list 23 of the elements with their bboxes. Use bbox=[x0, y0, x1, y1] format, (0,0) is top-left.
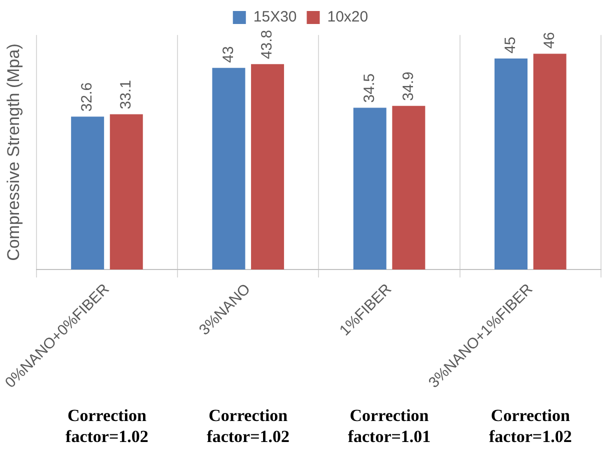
bar bbox=[353, 108, 386, 270]
data-label: 45 bbox=[502, 36, 520, 54]
bar bbox=[251, 64, 284, 270]
data-label: 33.1 bbox=[118, 80, 135, 110]
text: Correction factor=1.01 bbox=[346, 405, 432, 447]
y-axis-title: Compressive Strength (Mpa) bbox=[4, 44, 23, 261]
legend-label: 15X30 bbox=[253, 8, 297, 26]
text: Correction factor=1.02 bbox=[64, 405, 150, 447]
data-label: 34.9 bbox=[400, 72, 417, 101]
data-label: 32.6 bbox=[78, 82, 96, 112]
data-label: 46 bbox=[540, 32, 558, 49]
bar bbox=[392, 106, 426, 270]
bar bbox=[494, 58, 528, 270]
text: Correction factor=1.02 bbox=[206, 405, 291, 447]
text: Correction factor=1.02 bbox=[488, 405, 573, 447]
bar bbox=[212, 68, 246, 270]
bar bbox=[71, 116, 104, 270]
bar bbox=[110, 114, 143, 270]
data-label: 43 bbox=[220, 46, 237, 63]
bar bbox=[533, 54, 566, 270]
legend-label: 10x20 bbox=[327, 8, 368, 26]
data-label: 34.5 bbox=[361, 74, 378, 103]
data-label: 43.8 bbox=[258, 30, 276, 60]
